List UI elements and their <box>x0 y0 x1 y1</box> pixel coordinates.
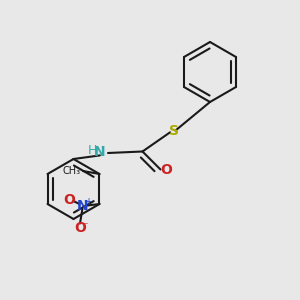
Text: N: N <box>94 146 106 159</box>
Text: ⁻: ⁻ <box>82 220 88 233</box>
Text: N: N <box>77 199 89 212</box>
Text: S: S <box>169 124 179 137</box>
Text: H: H <box>87 144 97 157</box>
Text: O: O <box>160 163 172 176</box>
Text: CH₃: CH₃ <box>62 166 81 176</box>
Text: +: + <box>84 197 92 207</box>
Text: O: O <box>74 221 86 235</box>
Text: O: O <box>63 193 75 206</box>
